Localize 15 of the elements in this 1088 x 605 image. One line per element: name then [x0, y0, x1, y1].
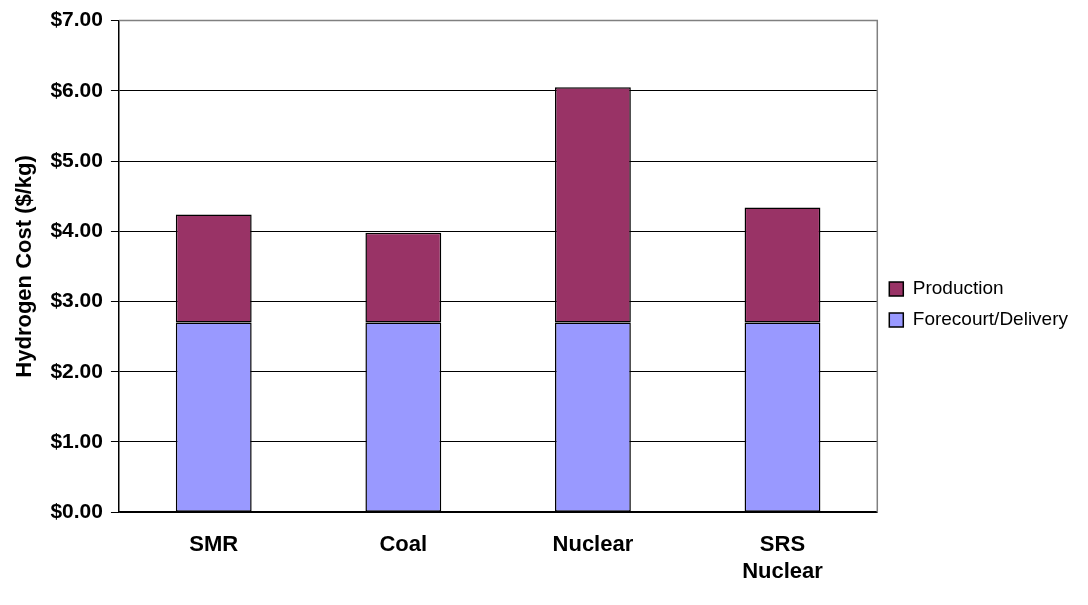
y-tick-label: $4.00 [50, 218, 103, 242]
y-tick-label: $2.00 [50, 358, 103, 382]
y-tick-label: $7.00 [50, 7, 103, 31]
y-axis-title: Hydrogen Cost ($/kg) [11, 155, 37, 378]
legend-label: Forecourt/Delivery [912, 308, 1069, 330]
x-tick-label: SMR [189, 531, 239, 557]
y-tick-label: $5.00 [50, 147, 103, 171]
y-tick-label: $0.00 [50, 499, 103, 522]
x-tick-label: Nuclear [552, 531, 634, 557]
y-tick-label: $1.00 [50, 428, 103, 452]
y-tick-label: $3.00 [50, 288, 103, 312]
y-tick-label: $6.00 [50, 77, 103, 101]
x-tick-label: Coal [379, 531, 428, 557]
x-tick-label: SRS Nuclear [742, 531, 824, 583]
legend-label: Production [912, 277, 1004, 299]
